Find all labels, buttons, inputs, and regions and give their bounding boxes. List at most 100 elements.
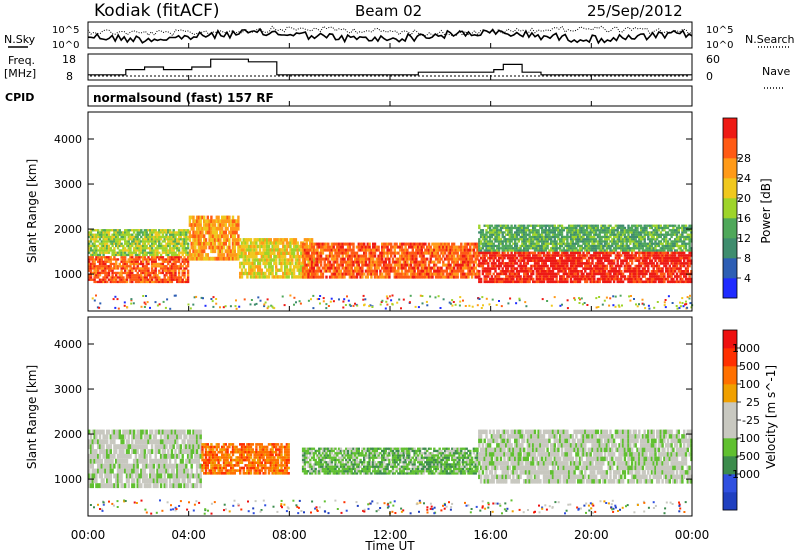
heatmap-cell xyxy=(177,238,181,241)
heatmap-cell xyxy=(674,256,677,260)
heatmap-cell xyxy=(648,275,652,278)
heatmap-cell xyxy=(140,280,143,284)
heatmap-cell xyxy=(575,256,578,260)
heatmap-cell xyxy=(677,267,680,270)
heatmap-cell xyxy=(650,249,654,252)
heatmap-cell xyxy=(497,229,501,232)
heatmap-cell xyxy=(602,256,605,260)
heatmap-cell xyxy=(237,249,240,254)
heatmap-cell xyxy=(668,264,671,268)
heatmap-cell xyxy=(548,231,551,234)
heatmap-cell xyxy=(488,233,492,236)
heatmap-cell xyxy=(569,235,573,239)
heatmap-cell xyxy=(363,251,366,255)
heatmap-cell xyxy=(120,271,123,275)
heatmap-cell xyxy=(535,229,538,232)
heatmap-cell xyxy=(544,242,547,245)
heatmap-cell xyxy=(605,267,609,270)
heatmap-cell xyxy=(533,251,537,255)
heatmap-cell xyxy=(141,269,145,272)
heatmap-cell xyxy=(483,224,486,227)
heatmap-cell xyxy=(168,229,172,232)
heatmap-cell xyxy=(174,244,177,248)
heatmap-cell xyxy=(415,272,418,276)
heatmap-cell xyxy=(170,249,174,252)
heatmap-cell xyxy=(436,272,440,276)
heatmap-cell xyxy=(587,267,591,270)
heatmap-cell xyxy=(129,278,132,281)
heatmap-cell xyxy=(417,248,420,252)
heatmap-cell xyxy=(609,244,612,248)
heatmap-cell xyxy=(102,244,105,248)
heatmap-cell xyxy=(643,229,646,232)
heatmap-cell xyxy=(170,253,174,257)
heatmap-cell xyxy=(645,264,648,268)
heatmap-cell xyxy=(506,267,510,270)
heatmap-cell xyxy=(294,254,298,259)
heatmap-cell xyxy=(113,280,116,284)
heatmap-cell xyxy=(248,251,251,255)
heatmap-cell xyxy=(557,264,560,268)
heatmap-cell xyxy=(231,230,235,235)
heatmap-cell xyxy=(129,242,132,245)
heatmap-cell xyxy=(348,275,352,279)
heatmap-cell xyxy=(607,238,610,241)
heatmap-cell xyxy=(501,277,504,281)
heatmap-cell xyxy=(585,272,589,276)
heatmap-cell xyxy=(88,242,91,245)
heatmap-cell xyxy=(569,247,573,250)
heatmap-cell xyxy=(361,248,364,252)
heatmap-cell xyxy=(125,280,129,284)
heatmap-cell xyxy=(587,242,591,245)
heatmap-cell xyxy=(620,224,623,227)
heatmap-cell xyxy=(363,257,366,261)
heatmap-cell xyxy=(650,254,654,257)
heatmap-cell xyxy=(124,267,127,270)
heatmap-cell xyxy=(530,229,533,232)
heatmap-cell xyxy=(273,254,276,259)
heatmap-cell xyxy=(564,272,567,276)
heatmap-cell xyxy=(555,242,558,245)
heatmap-cell xyxy=(348,254,352,258)
heatmap-cell xyxy=(436,248,440,252)
heatmap-cell xyxy=(366,272,369,276)
heatmap-cell xyxy=(402,254,405,258)
heatmap-cell xyxy=(395,275,398,279)
heatmap-cell xyxy=(230,223,233,227)
heatmap-cell xyxy=(125,276,129,279)
heatmap-cell xyxy=(605,259,609,262)
heatmap-cell xyxy=(129,251,132,254)
heatmap-cell xyxy=(677,256,680,260)
heatmap-cell xyxy=(436,275,440,279)
heatmap-cell xyxy=(630,231,634,234)
heatmap-cell xyxy=(431,251,434,255)
heatmap-cell xyxy=(145,274,148,277)
heatmap-cell xyxy=(573,231,576,234)
heatmap-cell xyxy=(289,261,292,266)
heatmap-cell xyxy=(501,251,504,255)
heatmap-cell xyxy=(447,260,450,264)
heatmap-cell xyxy=(89,247,93,250)
heatmap-cell xyxy=(643,259,646,262)
heatmap-cell xyxy=(409,269,413,273)
heatmap-cell xyxy=(656,249,659,252)
heatmap-cell xyxy=(645,229,648,232)
heatmap-cell xyxy=(634,238,637,241)
heatmap-cell xyxy=(124,231,127,234)
heatmap-cell xyxy=(143,249,147,252)
heatmap-cell xyxy=(526,272,529,276)
heatmap-cell xyxy=(506,231,510,234)
heatmap-cell xyxy=(571,259,574,262)
heatmap-cell xyxy=(310,260,314,264)
heatmap-cell xyxy=(194,245,197,250)
heatmap-cell xyxy=(208,226,211,231)
heatmap-cell xyxy=(652,254,655,257)
heatmap-cell xyxy=(611,262,614,265)
heatmap-cell xyxy=(97,260,100,263)
heatmap-cell xyxy=(557,262,560,265)
heatmap-cell xyxy=(292,265,296,269)
heatmap-cell xyxy=(533,244,537,248)
heatmap-cell xyxy=(379,263,382,267)
heatmap-cell xyxy=(587,247,591,250)
heatmap-cell xyxy=(381,254,384,258)
